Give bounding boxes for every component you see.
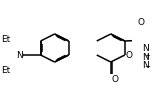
Text: O: O bbox=[111, 75, 118, 84]
Text: O: O bbox=[126, 50, 133, 60]
Text: Et: Et bbox=[2, 66, 11, 75]
Text: Et: Et bbox=[2, 35, 11, 44]
Text: N: N bbox=[142, 44, 149, 53]
Text: N: N bbox=[142, 53, 149, 62]
Text: +: + bbox=[145, 53, 150, 59]
Text: N: N bbox=[142, 61, 149, 70]
Text: N: N bbox=[16, 50, 23, 60]
Text: −: − bbox=[145, 64, 150, 70]
Text: O: O bbox=[138, 18, 145, 27]
